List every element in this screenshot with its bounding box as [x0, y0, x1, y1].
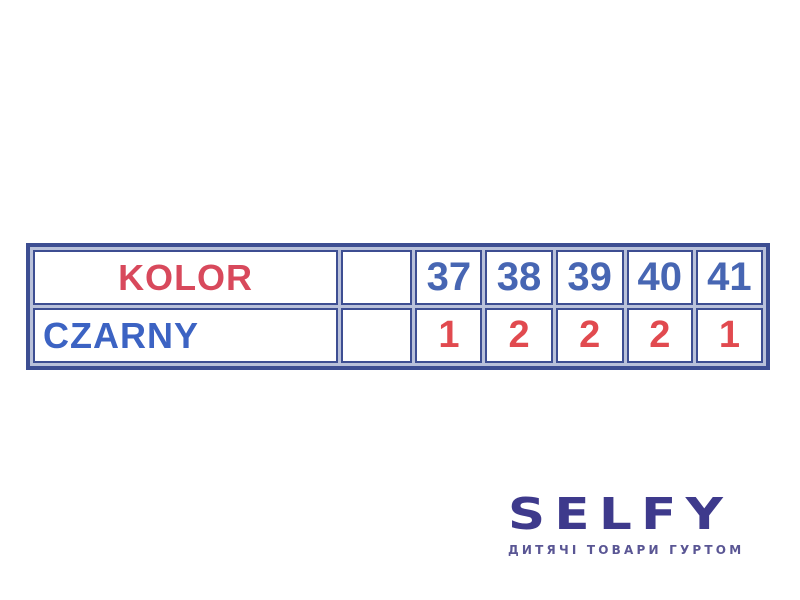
quantity-size-37: 1 [415, 308, 483, 363]
empty-stock-cell [341, 308, 413, 363]
size-header-41: 41 [695, 250, 763, 305]
color-name-cell: CZARNY [33, 308, 339, 363]
brand-logo-tagline: ДИТЯЧІ ТОВАРИ ГУРТОМ [508, 543, 745, 558]
size-header-37: 37 [415, 250, 483, 305]
stock-row: CZARNY 1 2 2 2 1 [33, 308, 763, 363]
size-header-39: 39 [555, 250, 624, 305]
quantity-size-39: 2 [555, 308, 624, 363]
quantity-size-41: 1 [695, 308, 763, 363]
brand-logo: SELFY ДИТЯЧІ ТОВАРИ ГУРТОМ [508, 491, 768, 558]
quantity-size-40: 2 [626, 308, 693, 363]
brand-logo-wordmark: SELFY [508, 489, 733, 540]
size-stock-table: KOLOR 37 38 39 40 41 CZARNY 1 2 2 2 1 [26, 243, 770, 370]
size-header-38: 38 [485, 250, 553, 305]
empty-header-cell [341, 250, 413, 305]
color-column-header: KOLOR [33, 250, 339, 305]
size-header-40: 40 [626, 250, 693, 305]
quantity-size-38: 2 [485, 308, 553, 363]
header-row: KOLOR 37 38 39 40 41 [33, 250, 763, 305]
